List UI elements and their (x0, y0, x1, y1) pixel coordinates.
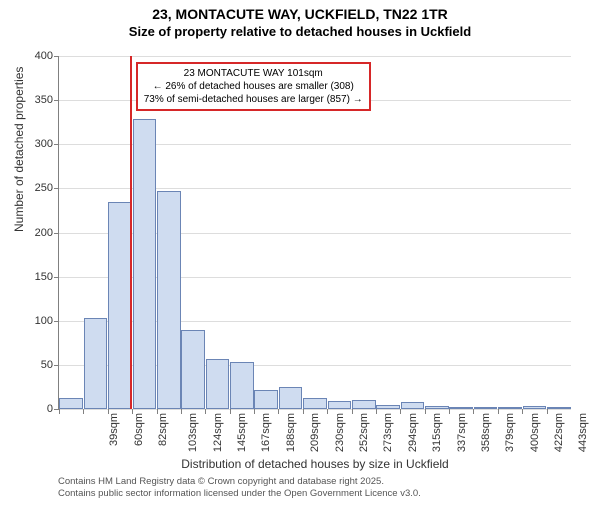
histogram-plot-area: Distribution of detached houses by size … (58, 56, 571, 410)
histogram-bar (133, 119, 157, 409)
x-tick-label: 209sqm (309, 413, 321, 452)
histogram-bar (84, 318, 108, 409)
x-tick (303, 409, 304, 414)
histogram-bar (181, 330, 205, 409)
x-tick-label: 400sqm (529, 413, 541, 452)
histogram-bar (328, 401, 352, 409)
page-title-line2: Size of property relative to detached ho… (0, 24, 600, 39)
x-tick (108, 409, 109, 414)
x-tick (473, 409, 474, 414)
y-tick (54, 321, 59, 322)
x-tick-label: 124sqm (212, 413, 224, 452)
histogram-bar (449, 407, 473, 409)
x-tick-label: 443sqm (578, 413, 590, 452)
property-marker-line (130, 56, 132, 409)
histogram-bar (303, 398, 327, 409)
y-tick-label: 350 (35, 94, 53, 106)
histogram-bar (425, 406, 449, 409)
x-tick (522, 409, 523, 414)
x-tick-label: 422sqm (553, 413, 565, 452)
y-tick-label: 250 (35, 182, 53, 194)
annotation-line2: ← 26% of detached houses are smaller (30… (144, 80, 363, 93)
histogram-bar (157, 191, 181, 409)
x-tick-label: 379sqm (504, 413, 516, 452)
y-tick-label: 400 (35, 50, 53, 62)
footer-line1: Contains HM Land Registry data © Crown c… (58, 476, 421, 488)
x-tick-label: 39sqm (108, 413, 120, 446)
y-tick-label: 0 (47, 403, 53, 415)
x-tick-label: 315sqm (431, 413, 443, 452)
histogram-bar (206, 359, 230, 409)
y-tick-label: 200 (35, 227, 53, 239)
x-tick (132, 409, 133, 414)
x-tick-label: 188sqm (285, 413, 297, 452)
x-tick-label: 230sqm (334, 413, 346, 452)
x-tick-label: 103sqm (187, 413, 199, 452)
x-tick (157, 409, 158, 414)
y-tick (54, 144, 59, 145)
histogram-bar (279, 387, 303, 409)
footer-line2: Contains public sector information licen… (58, 488, 421, 500)
x-tick (205, 409, 206, 414)
annotation-line3: 73% of semi-detached houses are larger (… (144, 93, 363, 106)
histogram-bar (547, 407, 571, 409)
histogram-bar (352, 400, 376, 409)
x-tick (400, 409, 401, 414)
histogram-bar (230, 362, 254, 409)
gridline (59, 409, 571, 410)
y-tick-label: 150 (35, 271, 53, 283)
x-tick (278, 409, 279, 414)
y-tick (54, 100, 59, 101)
histogram-bar (59, 398, 83, 409)
x-tick-label: 252sqm (358, 413, 370, 452)
histogram-bar (523, 406, 547, 409)
x-tick (547, 409, 548, 414)
histogram-bar (474, 407, 498, 409)
annotation-box: 23 MONTACUTE WAY 101sqm← 26% of detached… (136, 62, 371, 111)
x-tick (376, 409, 377, 414)
y-tick (54, 277, 59, 278)
x-tick-label: 167sqm (261, 413, 273, 452)
x-tick (181, 409, 182, 414)
x-tick (425, 409, 426, 414)
y-tick-label: 50 (41, 359, 53, 371)
x-tick-label: 273sqm (383, 413, 395, 452)
x-tick-label: 294sqm (407, 413, 419, 452)
histogram-bar (376, 405, 400, 409)
x-tick-label: 337sqm (456, 413, 468, 452)
x-tick-label: 60sqm (133, 413, 145, 446)
histogram-bar (401, 402, 425, 409)
attribution-footer: Contains HM Land Registry data © Crown c… (58, 476, 421, 500)
x-tick (230, 409, 231, 414)
y-tick-label: 300 (35, 138, 53, 150)
x-axis-label: Distribution of detached houses by size … (181, 457, 448, 471)
y-tick (54, 188, 59, 189)
page-title-line1: 23, MONTACUTE WAY, UCKFIELD, TN22 1TR (0, 6, 600, 22)
x-tick-label: 358sqm (480, 413, 492, 452)
x-tick-label: 82sqm (157, 413, 169, 446)
x-tick (498, 409, 499, 414)
x-tick (254, 409, 255, 414)
x-tick (449, 409, 450, 414)
annotation-line1: 23 MONTACUTE WAY 101sqm (144, 67, 363, 80)
x-tick (83, 409, 84, 414)
y-tick (54, 233, 59, 234)
x-tick (59, 409, 60, 414)
y-tick-label: 100 (35, 315, 53, 327)
histogram-bar (254, 390, 278, 409)
x-tick-label: 145sqm (236, 413, 248, 452)
x-tick (352, 409, 353, 414)
y-axis-label: Number of detached properties (12, 67, 26, 232)
x-tick (327, 409, 328, 414)
y-tick (54, 56, 59, 57)
histogram-bar (498, 407, 522, 409)
gridline (59, 56, 571, 57)
histogram-bar (108, 202, 132, 409)
y-tick (54, 365, 59, 366)
